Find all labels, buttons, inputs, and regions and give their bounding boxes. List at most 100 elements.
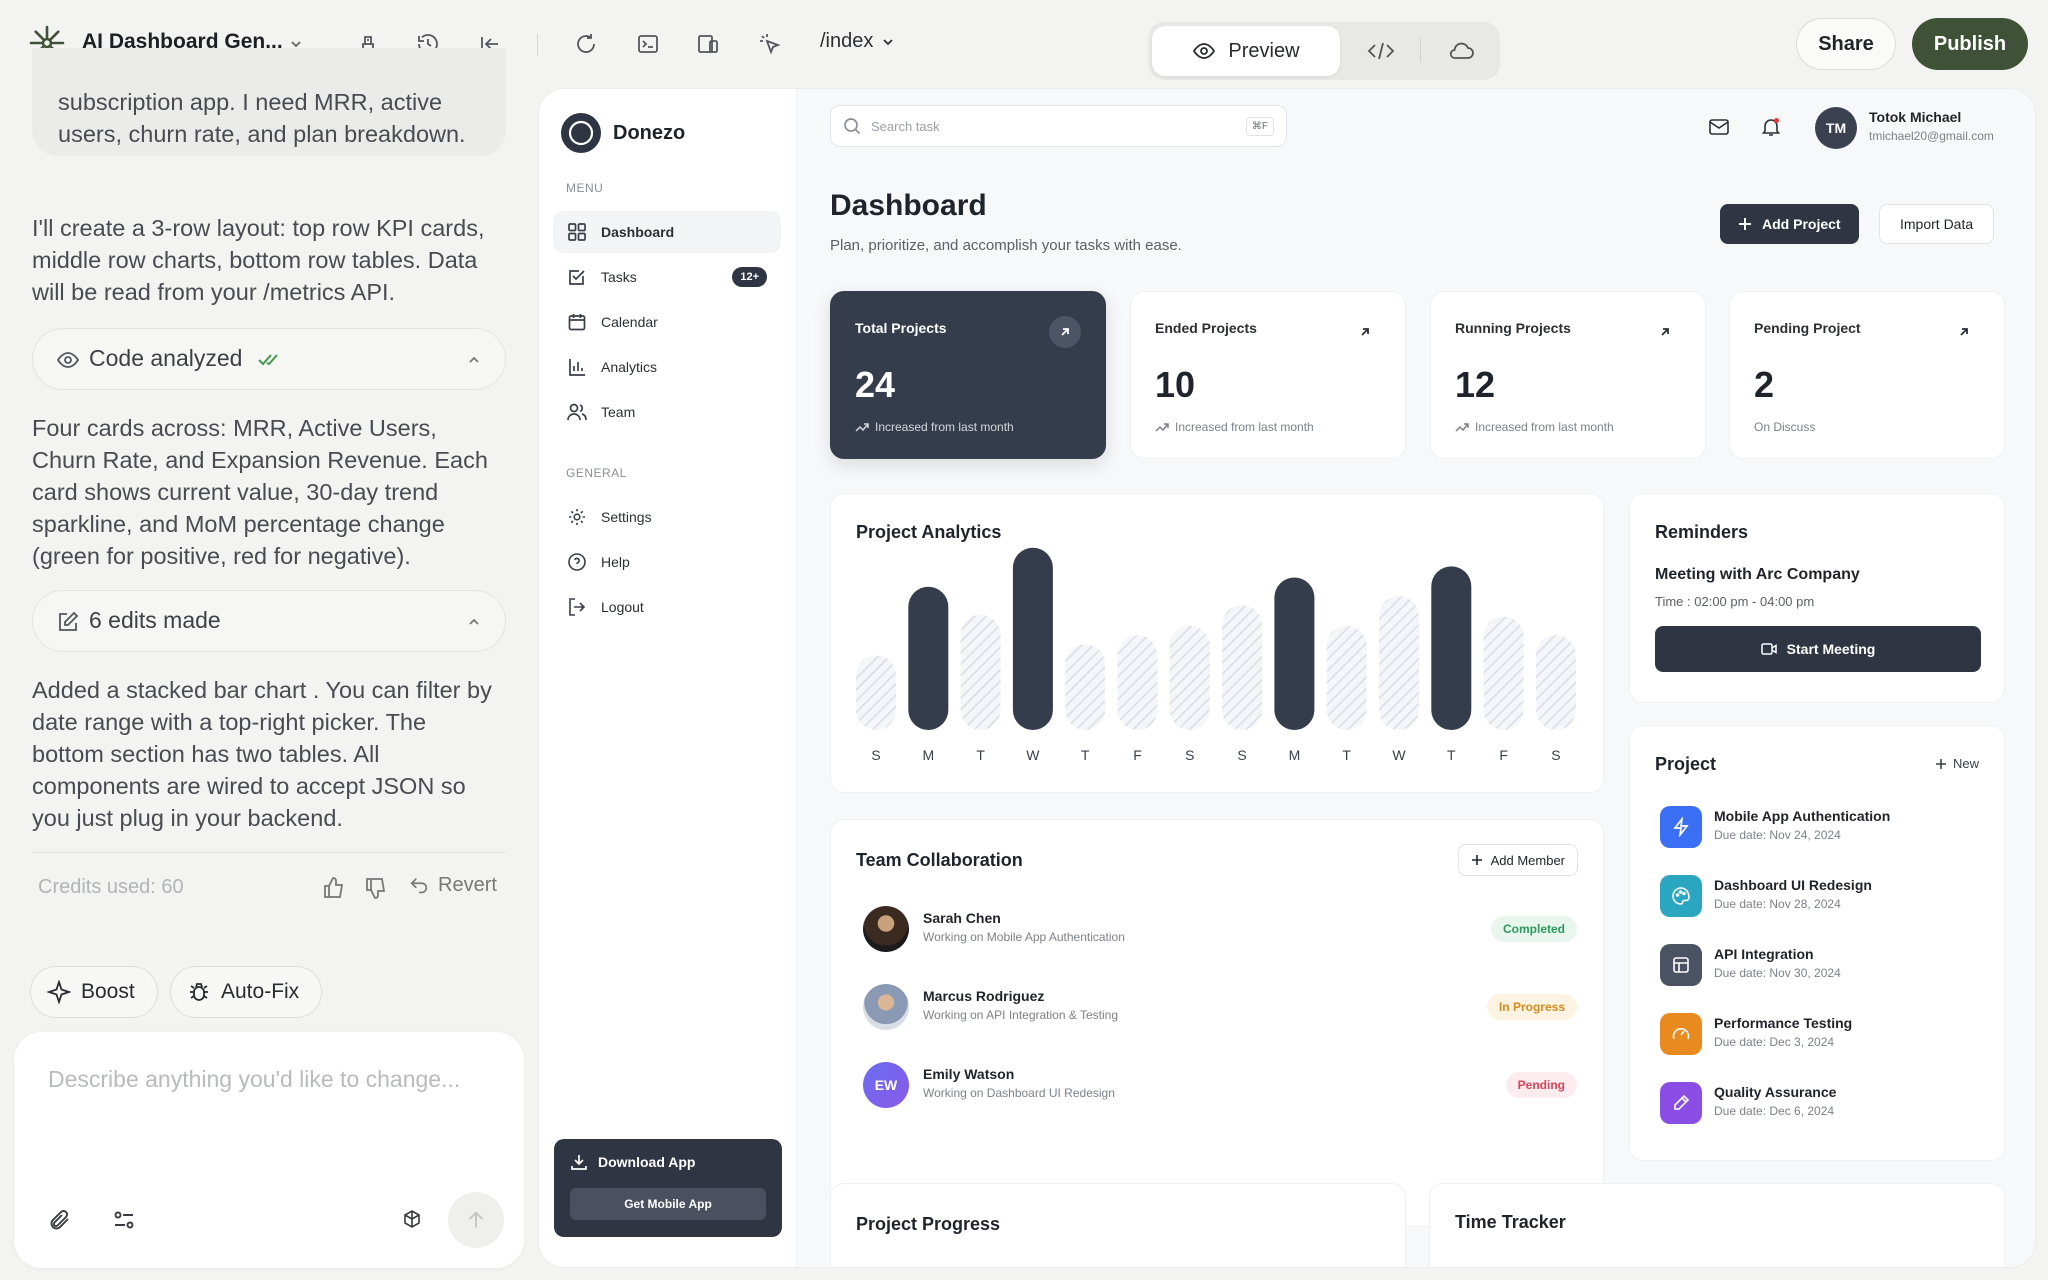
composer: Describe anything you'd like to change..… — [14, 1032, 524, 1268]
composer-input[interactable]: Describe anything you'd like to change..… — [48, 1066, 461, 1092]
layout-icon — [1660, 944, 1702, 986]
edits-made-toggle[interactable]: 6 edits made — [32, 590, 506, 652]
brand: Donezo — [561, 113, 685, 153]
bell-icon[interactable] — [1757, 113, 1785, 141]
team-member-row[interactable]: EW Emily Watson Working on Dashboard UI … — [863, 1058, 1577, 1114]
card-title: Project — [1655, 754, 1717, 774]
auto-fix-button[interactable]: Auto-Fix — [170, 966, 323, 1018]
chart-bar[interactable] — [960, 614, 1001, 730]
send-button[interactable] — [448, 1192, 504, 1248]
project-item[interactable]: Dashboard UI Redesign Due date: Nov 28, … — [1660, 871, 1980, 921]
chart-bar[interactable] — [1065, 644, 1106, 730]
chart-bar[interactable] — [1431, 566, 1472, 730]
kpi-sub: Increased from last month — [855, 420, 1014, 434]
sidebar-item-logout[interactable]: Logout — [553, 586, 781, 628]
avatar — [863, 984, 909, 1030]
team-member-row[interactable]: Marcus Rodriguez Working on API Integrat… — [863, 980, 1577, 1036]
terminal-icon[interactable] — [634, 30, 662, 58]
chart-bar[interactable] — [1274, 577, 1315, 730]
refresh-icon[interactable] — [572, 30, 600, 58]
chart-bar[interactable] — [1535, 635, 1576, 730]
thumbs-up-icon[interactable] — [320, 874, 348, 902]
add-member-button[interactable]: Add Member — [1457, 844, 1578, 876]
kpi-ended-projects[interactable]: Ended Projects 10 Increased from last mo… — [1130, 291, 1406, 459]
sidebar-item-settings[interactable]: Settings — [553, 496, 781, 538]
chevron-down-icon[interactable] — [288, 36, 304, 52]
import-data-button[interactable]: Import Data — [1879, 204, 1995, 244]
kpi-value: 10 — [1155, 364, 1196, 405]
boost-button[interactable]: Boost — [30, 966, 158, 1018]
reminders-card: Reminders Meeting with Arc Company Time … — [1629, 493, 2005, 703]
project-list-card: Project New Mobile App Authentication Du… — [1629, 725, 2005, 1161]
chart-bar[interactable] — [856, 655, 896, 730]
kpi-title: Running Projects — [1455, 320, 1571, 336]
revert-button[interactable]: Revert — [408, 874, 497, 897]
arrow-up-right-icon[interactable] — [1349, 316, 1381, 348]
chart-bar[interactable] — [1222, 605, 1263, 730]
sidebar-item-label: Logout — [601, 599, 644, 615]
boost-label: Boost — [81, 980, 135, 1003]
sidebar-item-tasks[interactable]: Tasks 12+ — [553, 256, 781, 298]
cloud-icon[interactable] — [1446, 36, 1476, 66]
chart-bar[interactable] — [1012, 547, 1053, 730]
avatar[interactable]: TM — [1815, 107, 1857, 149]
thumbs-down-icon[interactable] — [362, 874, 390, 902]
search-input[interactable]: Search task ⌘F — [830, 105, 1287, 147]
arrow-up-right-icon[interactable] — [1948, 316, 1980, 348]
chart-bar[interactable] — [1326, 625, 1367, 730]
brand-name: Donezo — [613, 121, 686, 144]
kpi-running-projects[interactable]: Running Projects 12 Increased from last … — [1430, 291, 1706, 459]
cursor-click-icon[interactable] — [756, 30, 784, 58]
project-item[interactable]: API Integration Due date: Nov 30, 2024 — [1660, 940, 1980, 990]
get-mobile-app-button[interactable]: Get Mobile App — [570, 1188, 766, 1220]
kpi-total-projects[interactable]: Total Projects 24 Increased from last mo… — [830, 291, 1106, 459]
gauge-icon — [1660, 1013, 1702, 1055]
new-project-button[interactable]: New — [1935, 756, 1979, 771]
sidebar-item-calendar[interactable]: Calendar — [553, 301, 781, 343]
project-item[interactable]: Performance Testing Due date: Dec 3, 202… — [1660, 1009, 1980, 1059]
add-project-button[interactable]: Add Project — [1720, 204, 1859, 244]
sidebar-item-dashboard[interactable]: Dashboard — [553, 211, 781, 253]
assistant-message: Four cards across: MRR, Active Users, Ch… — [32, 415, 488, 569]
chart-bar[interactable] — [1483, 616, 1524, 730]
project-item[interactable]: Mobile App Authentication Due date: Nov … — [1660, 802, 1980, 852]
trend-up-icon — [1455, 421, 1469, 433]
project-item[interactable]: Quality Assurance Due date: Dec 6, 2024 — [1660, 1078, 1980, 1128]
top-bar: AI Dashboard Gen... /index Preview — [0, 0, 2048, 88]
team-member-row[interactable]: Sarah Chen Working on Mobile App Authent… — [863, 902, 1577, 958]
sidebar-item-help[interactable]: Help — [553, 541, 781, 583]
mail-icon[interactable] — [1705, 113, 1733, 141]
chart-bar[interactable] — [1117, 635, 1158, 730]
arrow-up-right-icon[interactable] — [1049, 316, 1081, 348]
kpi-pending-project[interactable]: Pending Project 2 On Discuss — [1729, 291, 2005, 459]
sliders-icon[interactable] — [110, 1206, 138, 1234]
chart-bar[interactable] — [908, 586, 949, 730]
assistant-message: I'll create a 3-row layout: top row KPI … — [32, 215, 485, 305]
chart-tick-label: F — [1133, 747, 1142, 763]
sidebar-item-team[interactable]: Team — [553, 391, 781, 433]
sidebar-item-label: Tasks — [601, 269, 637, 285]
chevron-down-icon — [881, 35, 895, 49]
chart-bar[interactable] — [1379, 596, 1419, 730]
openai-icon[interactable] — [398, 1206, 426, 1234]
tab-preview[interactable]: Preview — [1152, 26, 1340, 76]
search-shortcut: ⌘F — [1245, 116, 1274, 136]
devices-icon[interactable] — [694, 30, 722, 58]
chart-bar[interactable] — [1169, 625, 1210, 730]
project-title[interactable]: AI Dashboard Gen... — [82, 30, 283, 53]
kpi-title: Pending Project — [1754, 320, 1861, 336]
share-button[interactable]: Share — [1796, 18, 1896, 70]
publish-button[interactable]: Publish — [1912, 18, 2028, 70]
attach-icon[interactable] — [46, 1206, 74, 1234]
code-icon[interactable] — [1366, 36, 1396, 66]
video-icon — [1760, 643, 1777, 655]
kpi-sub-label: Increased from last month — [1175, 420, 1314, 434]
arrow-up-right-icon[interactable] — [1649, 316, 1681, 348]
add-member-label: Add Member — [1490, 852, 1565, 868]
start-meeting-button[interactable]: Start Meeting — [1655, 626, 1981, 672]
code-analyzed-toggle[interactable]: Code analyzed — [32, 328, 506, 390]
credits-used: Credits used: 60 — [38, 876, 184, 898]
chart-tick-label: S — [1237, 747, 1246, 763]
sidebar-item-analytics[interactable]: Analytics — [553, 346, 781, 388]
route-selector[interactable]: /index — [820, 30, 895, 53]
